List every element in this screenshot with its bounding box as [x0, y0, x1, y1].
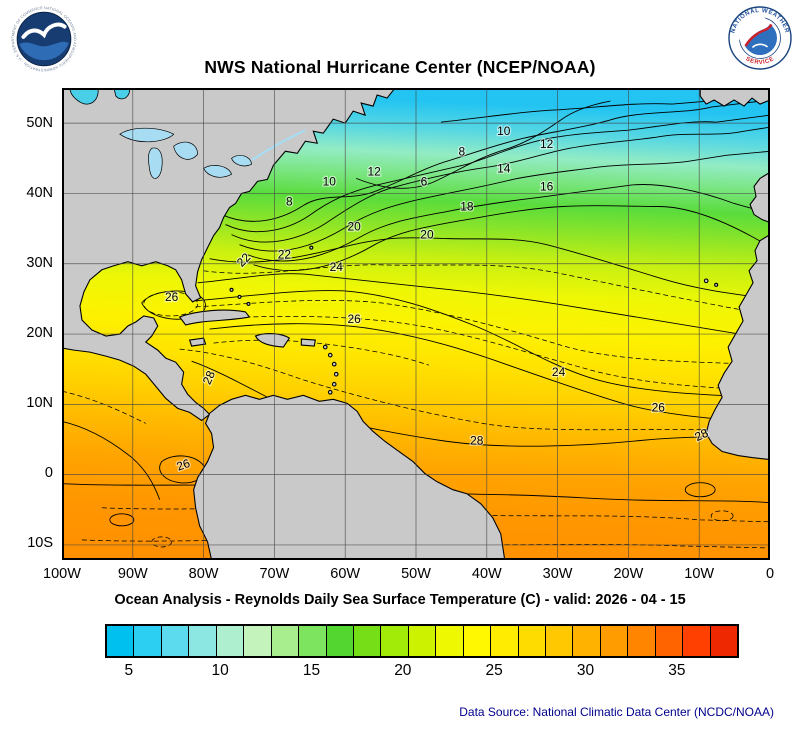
nws-gull-icon: [752, 43, 768, 48]
lat-axis: 50N 40N 30N 20N 10N 0 10S: [0, 88, 58, 560]
lon-tick-label: 60W: [330, 566, 361, 582]
nws-sky-shape: [737, 14, 770, 46]
lat-tick-label: 40N: [26, 185, 53, 201]
great-lakes: [119, 127, 306, 179]
colorbar-tick-label: 15: [302, 662, 321, 679]
colorbar-cell: [436, 626, 464, 656]
europe-landmass: [699, 88, 770, 107]
lon-tick-label: 20W: [613, 566, 644, 582]
nws-logo: NATIONAL WEATHER SERVICE: [728, 6, 792, 70]
contour-label: 24: [552, 365, 566, 379]
contour-label: 12: [540, 137, 554, 151]
colorbar-tick-label: 25: [485, 662, 503, 679]
colorbar-cell: [600, 626, 629, 656]
noaa-gull-icon: [21, 22, 67, 39]
colorbar-cell: [463, 626, 492, 656]
lat-tick-label: 10N: [26, 395, 53, 411]
contour-label: 10: [323, 174, 337, 188]
south-america-landmass: [193, 394, 506, 560]
lat-tick-label: 30N: [26, 255, 53, 271]
map-caption: Ocean Analysis - Reynolds Daily Sea Surf…: [114, 592, 686, 608]
colorbar-cell: [107, 626, 135, 656]
colorbar-cell: [683, 626, 711, 656]
colorbar-tick-label: 35: [668, 662, 686, 679]
colorbar-cell: [134, 626, 162, 656]
nws-red-swoosh: [744, 23, 773, 47]
contour-label: 8: [459, 144, 466, 158]
contour-label: 18: [460, 199, 474, 213]
colorbar-cell: [326, 626, 354, 656]
colorbar-cell: [573, 626, 601, 656]
contour-label: 20: [348, 220, 362, 234]
contour-label: 26: [652, 400, 666, 414]
contour-label: 14: [497, 161, 511, 175]
lon-tick-label: 70W: [259, 566, 290, 582]
north-america-landmass: [62, 88, 396, 422]
lat-tick-label: 10S: [27, 535, 53, 551]
colorbar-cell: [381, 626, 409, 656]
colorbar-cell: [546, 626, 574, 656]
map-frame: 10 12 8 14 16 6 12 10 8 18 20 20 22 22 24 26 26 24 28 26 28 2…: [62, 88, 770, 560]
lon-tick-label: 80W: [188, 566, 219, 582]
colorbar-cell: [518, 626, 546, 656]
noaa-sea-shape: [19, 41, 69, 61]
nws-ring-text-bottom: SERVICE: [745, 56, 776, 66]
colorbar: [105, 624, 739, 658]
contour-label: 12: [367, 164, 381, 178]
contour-label: 26: [165, 290, 179, 304]
contour-label: 26: [175, 456, 193, 474]
grid-layer: [62, 88, 770, 560]
contour-label: 22: [278, 248, 292, 262]
lon-tick-label: 90W: [117, 566, 148, 582]
colorbar-tick-label: 5: [124, 662, 134, 679]
colorbar-cell: [628, 626, 656, 656]
iberia-landmass: [749, 171, 770, 224]
lon-tick-label: 40W: [471, 566, 502, 582]
contour-label: 8: [286, 194, 293, 208]
page-title: NWS National Hurricane Center (NCEP/NOAA…: [204, 57, 596, 77]
contour-label: 26: [348, 312, 362, 326]
caribbean-islands: [178, 245, 719, 395]
contour-label: 24: [330, 260, 344, 274]
contour-label: 6: [421, 174, 428, 188]
colorbar-cell: [244, 626, 272, 656]
lon-tick-label: 100W: [43, 566, 81, 582]
map-border: [62, 88, 770, 560]
colorbar-cell: [161, 626, 190, 656]
colorbar-tick-label: 10: [211, 662, 229, 679]
colorbar-cell: [271, 626, 300, 656]
lon-tick-label: 30W: [542, 566, 573, 582]
hudson-bay-inlets: [69, 88, 131, 105]
lon-tick-label: 0: [765, 566, 775, 582]
contour-label: 16: [540, 179, 554, 193]
colorbar-cell: [710, 626, 738, 656]
colorbar-ticks: 5 10 15 20 25 30 35: [105, 662, 739, 684]
colorbar-cell: [353, 626, 382, 656]
colorbar-cell: [299, 626, 327, 656]
colorbar-cell: [491, 626, 519, 656]
data-source-note: Data Source: National Climatic Data Cent…: [459, 705, 774, 719]
contour-label: 10: [497, 124, 511, 138]
colorbar-cell: [408, 626, 437, 656]
colorbar-cell: [189, 626, 217, 656]
lon-axis: 100W 90W 80W 70W 60W 50W 40W 30W 20W 10W 0: [43, 566, 774, 588]
lat-tick-label: 20N: [26, 325, 53, 341]
lon-tick-label: 10W: [684, 566, 715, 582]
colorbar-tick-label: 30: [576, 662, 595, 679]
lat-tick-label: 50N: [26, 115, 53, 131]
colorbar-tick-label: 20: [394, 662, 412, 679]
colorbar-cell: [655, 626, 684, 656]
contour-label: 20: [420, 228, 434, 242]
lon-tick-label: 50W: [401, 566, 431, 582]
lat-tick-label: 0: [44, 465, 53, 481]
noaa-logo: NATIONAL OCEANIC AND ATMOSPHERIC ADMINIS…: [11, 6, 77, 72]
land-layer: [62, 88, 770, 560]
contour-label: 28: [470, 433, 484, 447]
colorbar-cell: [216, 626, 245, 656]
africa-landmass: [705, 233, 770, 461]
